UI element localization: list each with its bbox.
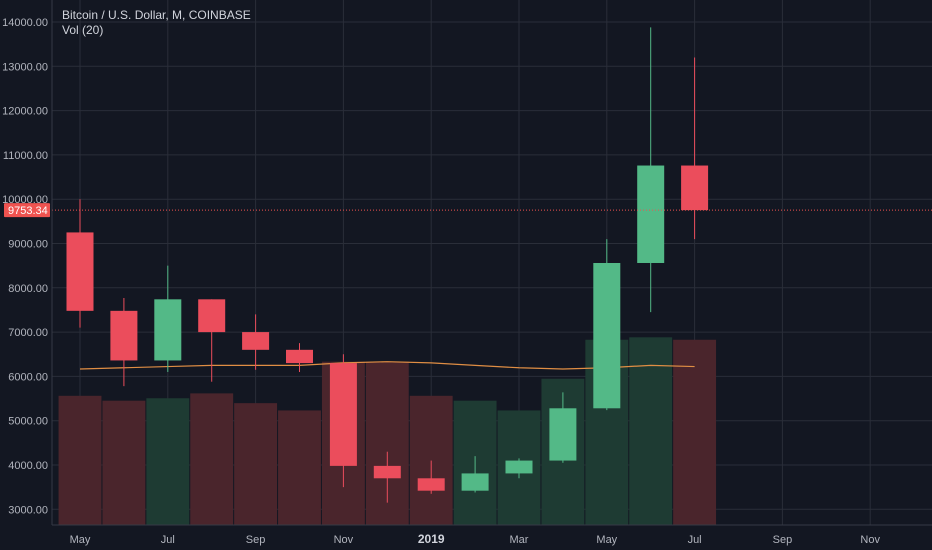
price-tick-label: 5000.00 [8, 416, 48, 428]
last-price-tag [4, 203, 50, 218]
volume-bar [146, 398, 190, 525]
candle-body [637, 165, 665, 263]
candlesticks [66, 27, 709, 503]
candle-body [549, 408, 577, 461]
candle-body [417, 478, 445, 491]
volume-bar [409, 395, 453, 525]
time-tick-label: Nov [334, 534, 354, 546]
chart-legend[interactable]: Bitcoin / U.S. Dollar, M, COINBASE Vol (… [62, 8, 251, 38]
volume-bar [102, 400, 146, 525]
time-tick-label: May [70, 534, 91, 546]
volume-bar [673, 339, 717, 525]
candle-body [242, 332, 270, 350]
volume-ma-series [79, 361, 695, 370]
price-tick-label: 9000.00 [8, 239, 48, 251]
candle-body [329, 363, 357, 466]
last-price-label: 9753.34 [8, 205, 48, 217]
volume-indicator-label[interactable]: Vol (20) [62, 23, 104, 37]
last-price-line: 9753.34 [4, 203, 932, 218]
candle-body [681, 165, 709, 211]
candle-body [461, 473, 489, 491]
volume-bar [58, 395, 102, 525]
symbol-title[interactable]: Bitcoin / U.S. Dollar, M, COINBASE [62, 8, 251, 22]
volume-ma-line [79, 361, 695, 370]
candle-body [505, 460, 533, 474]
price-tick-label: 8000.00 [8, 283, 48, 295]
price-axis[interactable]: 3000.00 4000.00 5000.00 6000.00 7000.00 8000.… [2, 0, 53, 525]
time-tick-label: Jul [688, 534, 702, 546]
time-tick-label: 2019 [418, 532, 445, 546]
time-tick-label: Nov [860, 534, 880, 546]
time-tick-label: Mar [510, 534, 529, 546]
time-tick-label: Sep [773, 534, 793, 546]
price-tick-label: 10000.00 [2, 194, 48, 206]
candle-body [154, 299, 182, 361]
volume-bar [190, 393, 234, 525]
price-tick-label: 12000.00 [2, 106, 48, 118]
price-tick-label: 14000.00 [2, 17, 48, 29]
price-tick-label: 4000.00 [8, 460, 48, 472]
price-tick-label: 13000.00 [2, 61, 48, 73]
price-tick-label: 11000.00 [3, 150, 48, 162]
candle-body [593, 262, 621, 409]
candle-body [110, 310, 138, 361]
candle-body [198, 299, 226, 333]
candle-body [373, 465, 401, 479]
time-tick-label: May [596, 534, 617, 546]
price-tick-label: 7000.00 [8, 327, 48, 339]
volume-bar [278, 410, 321, 525]
candle-body [286, 349, 313, 364]
time-tick-label: Sep [246, 534, 266, 546]
time-tick-label: Jul [161, 534, 175, 546]
volume-bar [234, 403, 278, 525]
price-tick-label: 3000.00 [8, 504, 48, 516]
volume-bar [629, 337, 673, 525]
price-tick-label: 6000.00 [8, 371, 48, 383]
time-axis[interactable]: May Jul Sep Nov 2019 Mar May Jul Sep Nov [52, 524, 932, 546]
candle-body [66, 232, 94, 311]
